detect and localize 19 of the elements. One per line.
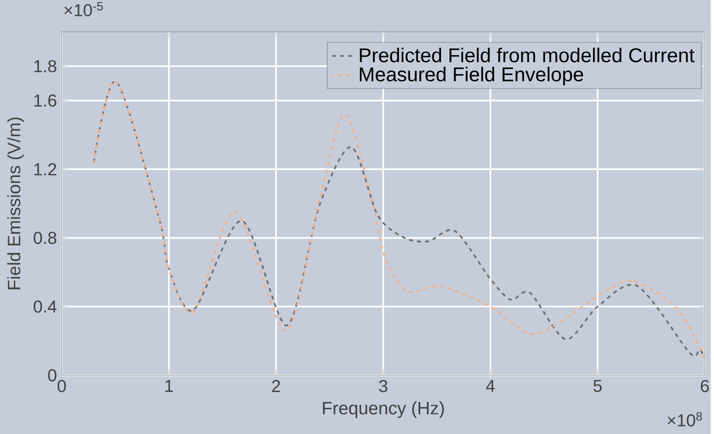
x-tick-label: 4 — [486, 380, 495, 392]
legend-label: Predicted Field from modelled Current — [360, 48, 694, 62]
y-tick-label: 0.8 — [34, 232, 56, 244]
y-tick-label: 1.6 — [34, 94, 56, 107]
text: ×10$^{8}$ — [668, 412, 702, 426]
y-tick-label: 0.4 — [34, 300, 57, 313]
x-tick-label: 5 — [593, 380, 602, 392]
y-tick-label: 1.2 — [34, 163, 56, 176]
y-axis-title: Field Emissions (V/m) — [7, 118, 24, 290]
y-tick-label: 1.8 — [34, 60, 56, 72]
x-tick-label: 0 — [58, 380, 66, 392]
legend-label: Measured Field Envelope — [360, 66, 584, 86]
x-tick-label: 2 — [272, 380, 280, 392]
x-tick-label: 1 — [165, 380, 173, 392]
x-axis-title: Frequency (Hz) — [322, 401, 444, 418]
text: ×10$^{-5}$ — [64, 2, 103, 16]
x-tick-label: 3 — [379, 380, 388, 392]
y-tick-label: 0 — [48, 369, 56, 382]
x-tick-label: 6 — [700, 380, 709, 392]
